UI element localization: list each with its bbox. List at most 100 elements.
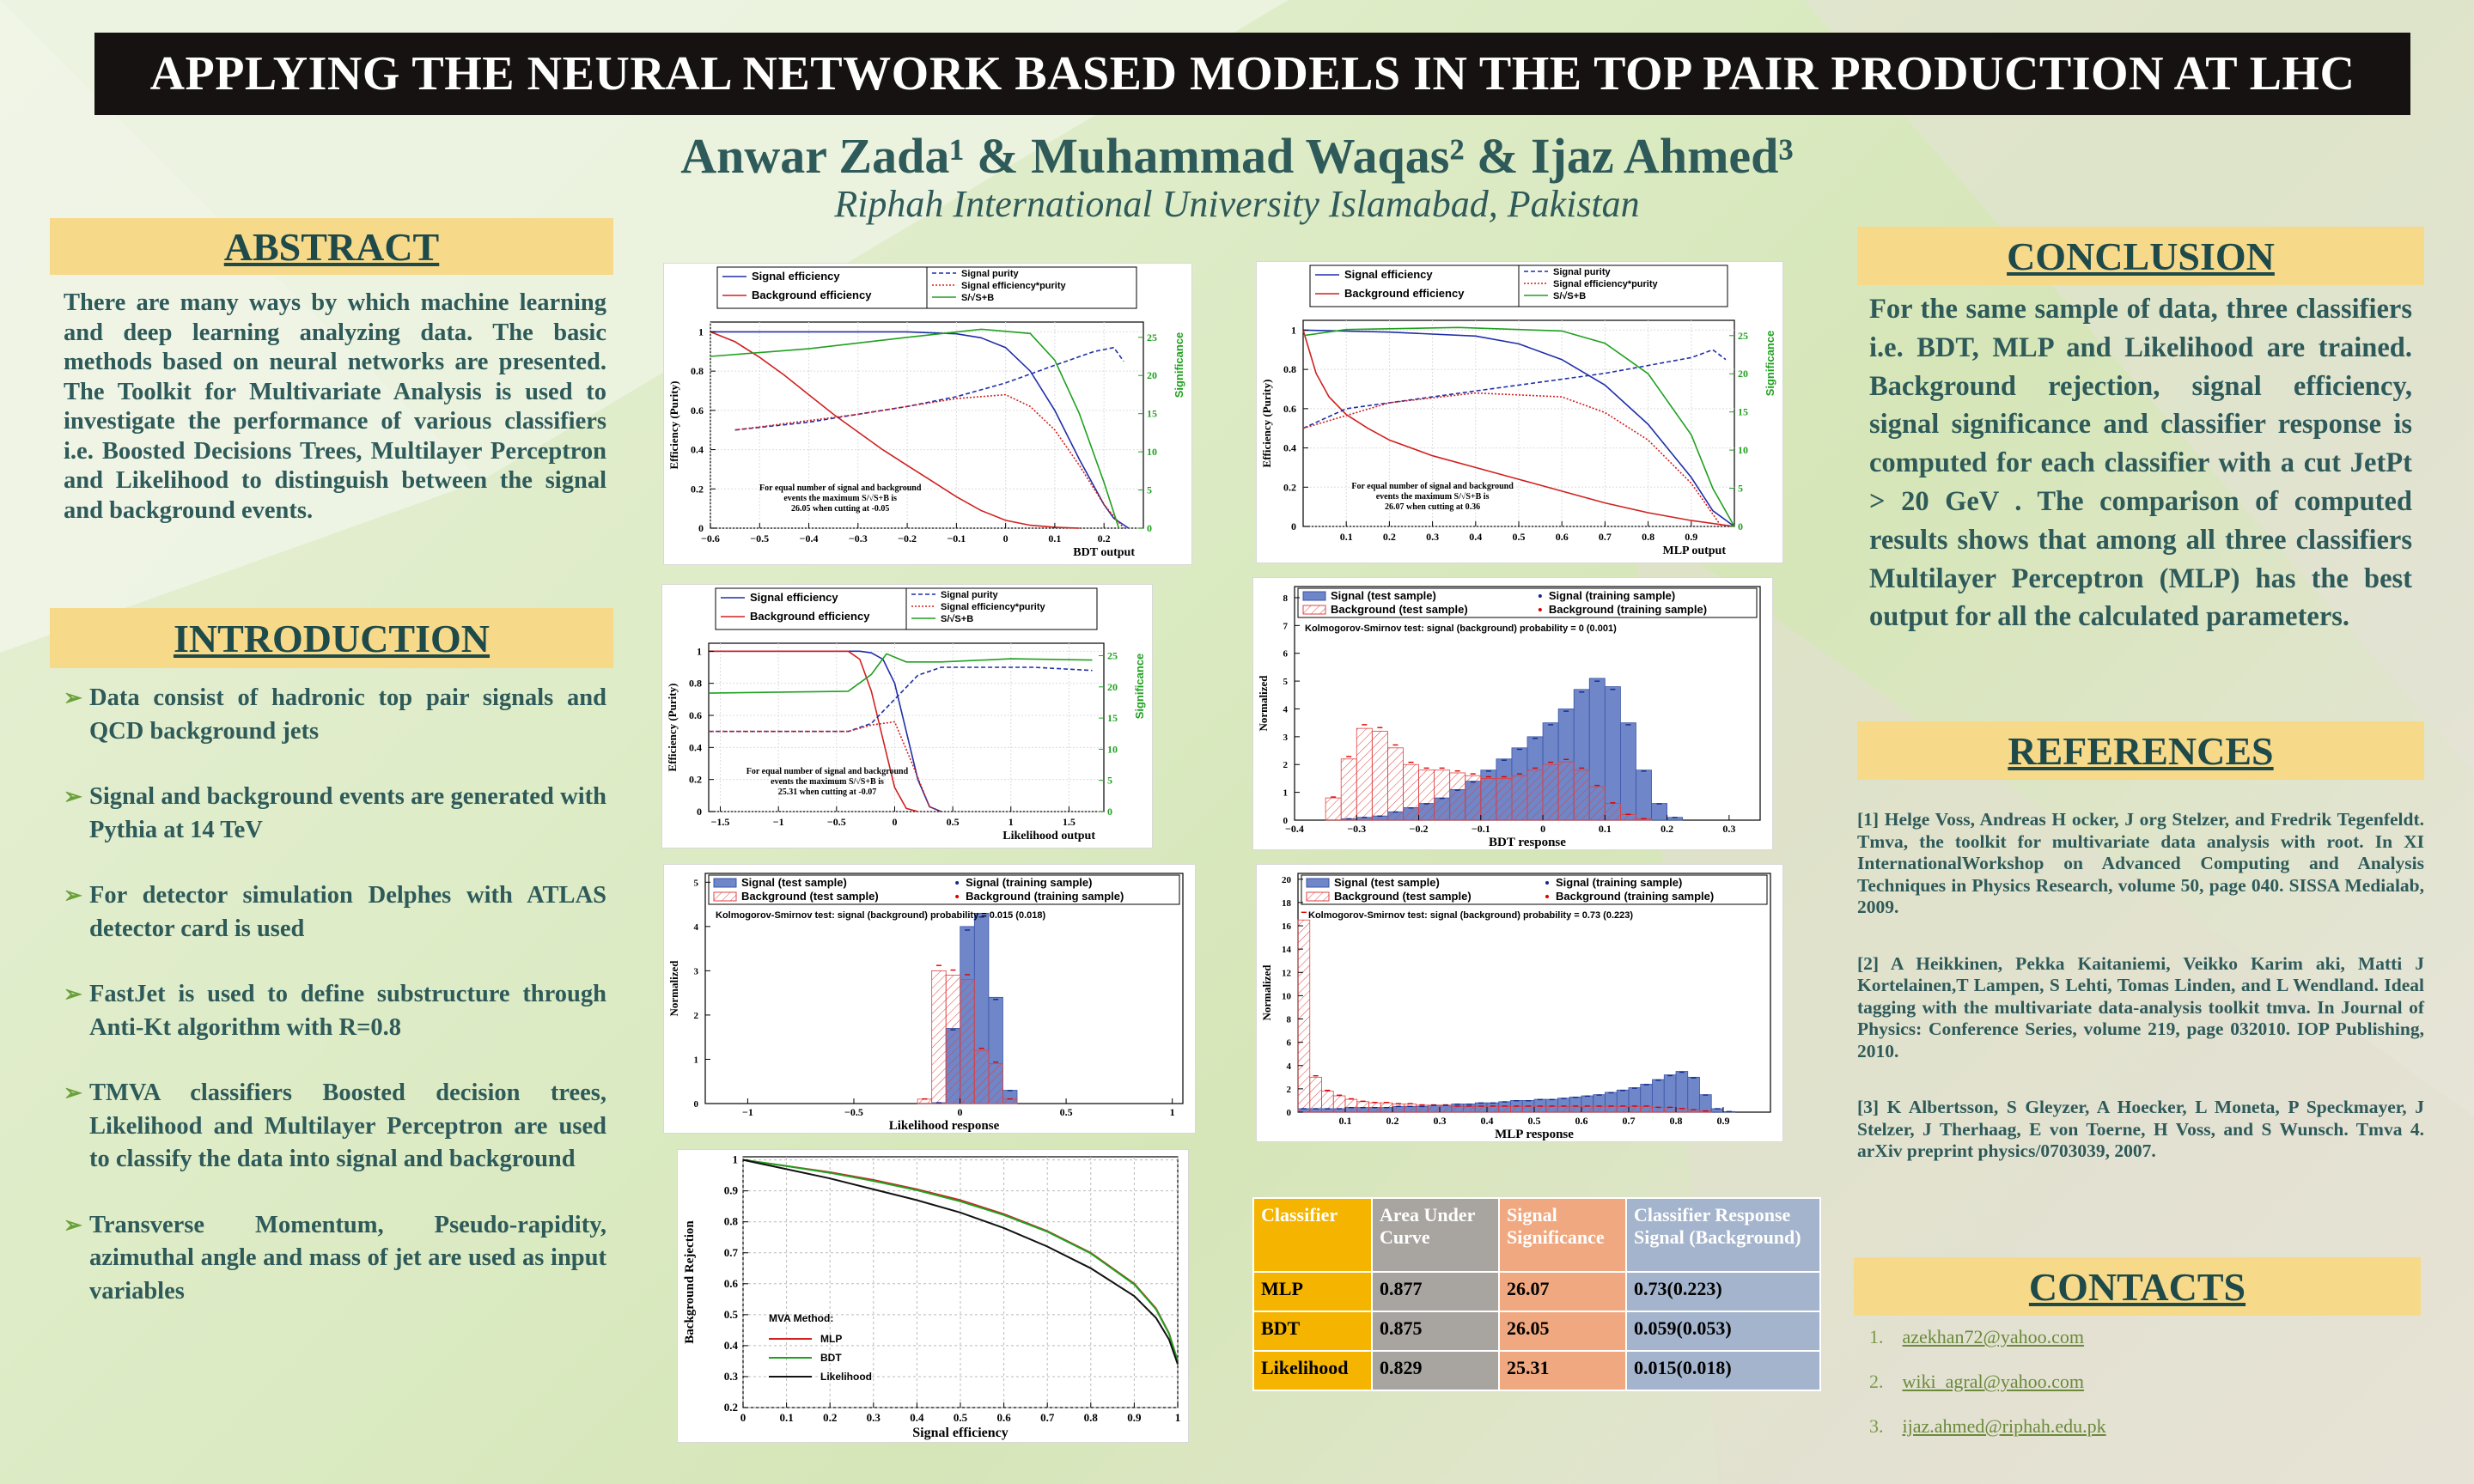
series-line <box>710 331 1080 529</box>
x-axis-label: MLP output <box>1662 544 1726 557</box>
reference-item: [3] K Albertsson, S Gleyzer, A Hoecker, … <box>1857 1097 2424 1161</box>
background-bar <box>1344 1098 1358 1113</box>
y-tick-label: 3 <box>694 966 699 976</box>
y-tick-label: 0.6 <box>689 709 702 721</box>
x-tick-label: 0.5 <box>1060 1106 1073 1118</box>
introduction-heading: INTRODUCTION <box>50 608 613 668</box>
y-tick-label: 5 <box>694 878 699 888</box>
y2-tick-label: 0 <box>1147 522 1152 534</box>
chart-background <box>664 865 1195 1133</box>
results-table: Classifier Area Under Curve Signal Signifi… <box>1252 1197 1821 1391</box>
background-bar <box>1640 1105 1653 1113</box>
y-tick-label: 0.8 <box>689 678 702 690</box>
x-tick-label: −0.3 <box>1347 823 1366 835</box>
x-tick-label: 0.1 <box>1599 823 1612 835</box>
x-tick-label: 0.5 <box>1528 1115 1541 1127</box>
y-tick-label: 0.7 <box>724 1246 739 1259</box>
background-bar <box>988 1063 1003 1104</box>
x-tick-label: −0.2 <box>898 532 917 544</box>
x-tick-label: 0.8 <box>1670 1115 1683 1127</box>
references-heading: REFERENCES <box>1857 721 2424 780</box>
x-tick-label: −1.5 <box>711 816 730 828</box>
y-tick-label: 16 <box>1282 921 1292 932</box>
background-bar <box>1542 763 1559 821</box>
y-tick-label: 8 <box>1283 593 1289 604</box>
y2-tick-label: 5 <box>1738 483 1743 495</box>
y2-tick-label: 5 <box>1107 775 1112 787</box>
background-bar <box>1619 814 1636 821</box>
contact-email-link[interactable]: ijaz.ahmed@riphah.edu.pk <box>1902 1415 2106 1437</box>
y2-tick-label: 25 <box>1738 330 1748 342</box>
legend-label: Signal purity <box>941 590 999 600</box>
y-axis-label: Normalized <box>1260 964 1273 1021</box>
bullet-arrow-icon: ➢ <box>64 685 82 710</box>
background-bar <box>1569 1105 1582 1113</box>
background-bar <box>1557 1105 1570 1113</box>
legend-label: Background efficiency <box>1344 287 1465 300</box>
x-tick-label: 0.3 <box>1426 531 1439 543</box>
signal-bar <box>1663 1074 1677 1113</box>
y-tick-label: 12 <box>1282 968 1292 978</box>
y-tick-label: 0.4 <box>724 1339 739 1352</box>
legend-label: Background efficiency <box>752 289 872 301</box>
x-tick-label: −0.2 <box>1410 823 1429 835</box>
y2-axis-label: Significance <box>1133 654 1146 720</box>
y-tick-label: 4 <box>694 922 699 933</box>
y-tick-label: 14 <box>1282 945 1292 955</box>
x-tick-label: 0.8 <box>1642 531 1654 543</box>
x-tick-label: 0.3 <box>1434 1115 1447 1127</box>
signal-bar <box>1675 1071 1689 1113</box>
bullet-arrow-icon: ➢ <box>64 784 82 809</box>
y-tick-label: 0 <box>697 806 702 818</box>
series-line <box>709 666 1093 733</box>
background-bar <box>1340 758 1357 821</box>
contact-email-link[interactable]: wiki_agral@yahoo.com <box>1902 1371 2084 1392</box>
series-line <box>1302 330 1735 527</box>
background-bar <box>1557 761 1575 821</box>
signal-bar <box>1604 686 1621 821</box>
background-bar <box>1496 778 1513 821</box>
legend-label: Background (test sample) <box>1334 890 1472 903</box>
table-header-cell: Signal Significance <box>1498 1197 1627 1273</box>
table-cell: 0.015(0.018) <box>1625 1350 1821 1391</box>
x-tick-label: 0.4 <box>1481 1115 1494 1127</box>
table-cell: 26.05 <box>1498 1311 1627 1352</box>
background-bar <box>1297 919 1311 1113</box>
y-tick-label: 1 <box>1291 324 1296 336</box>
contact-email-link[interactable]: azekhan72@yahoo.com <box>1902 1326 2084 1347</box>
background-bar <box>917 1098 933 1104</box>
y-tick-label: 5 <box>1283 677 1289 687</box>
background-bar <box>1588 786 1606 821</box>
x-axis-label: Likelihood output <box>1002 830 1095 842</box>
background-bar <box>1439 1104 1453 1113</box>
series-line <box>709 721 941 812</box>
background-bar <box>1356 1101 1369 1113</box>
annotation-text: 26.05 when cutting at -0.05 <box>791 504 889 514</box>
x-axis-label: Likelihood response <box>889 1119 1000 1133</box>
y-axis-label: Efficiency (Purity) <box>667 381 680 470</box>
legend-label: Signal efficiency <box>752 270 840 283</box>
background-bar <box>960 979 975 1104</box>
x-tick-label: 0.3 <box>867 1411 881 1424</box>
x-tick-label: 0.6 <box>996 1411 1011 1424</box>
x-tick-label: −0.5 <box>827 816 846 828</box>
y-tick-label: 0.6 <box>724 1277 739 1290</box>
background-bar <box>1652 1107 1665 1113</box>
ks-test-note: Kolmogorov-Smirnov test: signal (backgro… <box>1308 910 1633 921</box>
x-tick-label: 0.2 <box>1383 531 1396 543</box>
background-bar <box>1463 1105 1476 1113</box>
legend-label: Background (test sample) <box>741 890 879 903</box>
legend-label: Signal efficiency*purity <box>961 281 1067 291</box>
y2-tick-label: 0 <box>1738 520 1743 532</box>
table-cell: 26.07 <box>1498 1271 1627 1312</box>
background-bar <box>1533 1105 1547 1113</box>
abstract-heading: ABSTRACT <box>50 218 613 275</box>
legend-label: Background (test sample) <box>1331 603 1468 616</box>
y2-tick-label: 20 <box>1147 369 1157 381</box>
bullet-arrow-icon: ➢ <box>64 883 82 908</box>
y2-tick-label: 15 <box>1147 408 1157 420</box>
legend-label: Background (training sample) <box>1556 890 1714 903</box>
intro-bullet-text: TMVA classifiers Boosted decision trees,… <box>89 1080 606 1172</box>
x-tick-label: 0.2 <box>1661 823 1673 835</box>
likelihood-response-chart: Signal (test sample) Background (test sam… <box>663 864 1196 1134</box>
